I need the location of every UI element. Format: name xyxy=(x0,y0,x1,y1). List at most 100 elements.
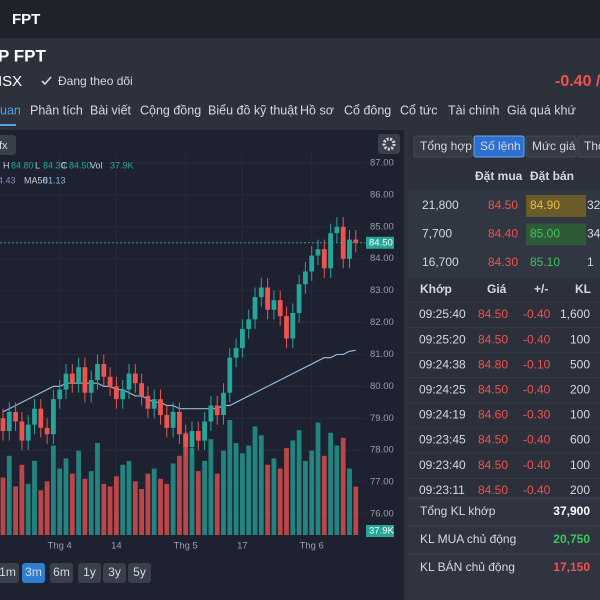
range-button[interactable] xyxy=(128,563,151,583)
candle-body xyxy=(315,249,321,256)
volume-bar xyxy=(57,468,63,535)
volume-bar xyxy=(164,483,170,535)
range-button[interactable] xyxy=(50,563,73,583)
ask-price: 85.00 xyxy=(530,227,560,241)
legend-text: 37.9K xyxy=(110,160,134,170)
candle-body xyxy=(170,411,176,428)
summary-value: 20,750 xyxy=(553,532,590,546)
candle-body xyxy=(303,271,308,285)
y-tick-label: 83.00 xyxy=(370,285,394,296)
nav-tab[interactable]: Phân tích xyxy=(30,103,83,117)
volume-bar xyxy=(126,460,132,535)
candle-body xyxy=(120,389,126,400)
summary-bg xyxy=(408,498,600,600)
nav-tab[interactable]: Bài viết xyxy=(90,103,132,117)
trade-time: 09:23:40 xyxy=(419,458,466,472)
volume-bar xyxy=(347,468,352,535)
legend-text: L xyxy=(35,160,40,170)
candle-body xyxy=(164,415,170,428)
y-tick-label: 81.00 xyxy=(370,349,394,360)
candle-body xyxy=(32,408,37,425)
trade-time: 09:23:45 xyxy=(419,433,466,447)
volume-bar xyxy=(227,420,233,535)
trade-change: -0.40 xyxy=(523,307,551,321)
volume-bar xyxy=(334,445,340,535)
trade-volume: 1,600 xyxy=(560,307,590,321)
candle-body xyxy=(296,284,302,313)
summary-value: 37,900 xyxy=(553,504,590,518)
candle-body xyxy=(214,405,220,416)
x-tick-label: 14 xyxy=(111,541,122,552)
candle-body xyxy=(246,319,252,329)
y-tick-label: 84.00 xyxy=(370,253,394,264)
trade-volume: 100 xyxy=(570,458,590,472)
trade-volume: 100 xyxy=(570,332,590,346)
x-tick-label: Thg 6 xyxy=(300,541,324,552)
candle-body xyxy=(145,395,151,409)
range-button[interactable] xyxy=(0,563,19,583)
nav-tab[interactable]: Cổ tức xyxy=(400,103,438,117)
panel-tab[interactable] xyxy=(577,135,600,158)
candle-body xyxy=(290,312,296,339)
nav-tab[interactable]: Hồ sơ xyxy=(300,103,334,117)
panel-tab-label: Tổng hợp xyxy=(420,139,472,153)
candle-body xyxy=(334,226,340,234)
panel-tab[interactable] xyxy=(525,135,577,158)
volume-bar xyxy=(240,453,245,535)
volume-bar xyxy=(44,481,50,535)
volume-bar xyxy=(246,445,252,535)
candle-body xyxy=(177,411,182,435)
candle-body xyxy=(271,300,277,310)
candle-body xyxy=(353,239,359,243)
y-tick-label: 86.00 xyxy=(370,189,394,200)
range-button[interactable] xyxy=(22,563,45,583)
y-tick-label: 85.00 xyxy=(370,221,394,232)
trade-volume: 200 xyxy=(570,382,590,396)
nav-tab[interactable]: Biểu đồ kỹ thuật xyxy=(208,103,298,117)
panel-tab[interactable] xyxy=(413,135,473,158)
y-tick-label: 78.00 xyxy=(370,445,394,456)
nav-tab[interactable]: Cộng đồng xyxy=(140,103,201,117)
y-tick-label: 87.00 xyxy=(370,158,394,169)
nav-tab[interactable]: Cổ đông xyxy=(344,103,391,117)
volume-bar xyxy=(51,445,56,535)
book-header: Đặt mua xyxy=(475,169,523,183)
follow[interactable]: Đang theo dõi xyxy=(58,74,133,88)
trade-volume: 500 xyxy=(570,357,590,371)
last-volume-tag xyxy=(366,525,394,537)
range-button[interactable] xyxy=(78,563,101,583)
settings-button[interactable] xyxy=(378,134,400,154)
volume-bar xyxy=(271,458,277,535)
volume-bar xyxy=(151,468,157,535)
nav-tab[interactable]: uan xyxy=(0,103,21,117)
volume-bar xyxy=(95,443,100,535)
volume-bar xyxy=(309,450,315,535)
volume-bar xyxy=(258,435,264,535)
candle-body xyxy=(76,367,81,384)
legend-text: 84.80 xyxy=(11,160,34,170)
volume-bar xyxy=(76,450,81,535)
nav-tab[interactable]: Tài chính xyxy=(448,103,499,117)
volume-bar xyxy=(32,460,37,535)
candle-body xyxy=(151,399,157,409)
volume-bar xyxy=(195,471,201,535)
volume-bar xyxy=(145,473,151,535)
candle-body xyxy=(95,364,100,380)
nav-tab[interactable]: Giá quá khứ xyxy=(507,103,576,117)
ask-highlight xyxy=(526,195,586,217)
top-bar xyxy=(0,0,600,38)
range-button[interactable] xyxy=(103,563,126,583)
trade-change: -0.40 xyxy=(523,483,551,497)
candle-body xyxy=(277,300,283,317)
trade-change: -0.30 xyxy=(523,408,551,422)
range-label: 6m xyxy=(53,565,70,579)
volume-bar xyxy=(170,463,176,535)
panel-tab[interactable] xyxy=(473,135,525,158)
exchange: ISX xyxy=(0,73,22,90)
fx-button[interactable] xyxy=(0,135,16,155)
panel-tab-label: Thố xyxy=(584,139,600,153)
candle-body xyxy=(189,431,195,447)
candle-body xyxy=(233,348,239,358)
volume-bar xyxy=(265,464,270,535)
candle-body xyxy=(227,357,233,393)
